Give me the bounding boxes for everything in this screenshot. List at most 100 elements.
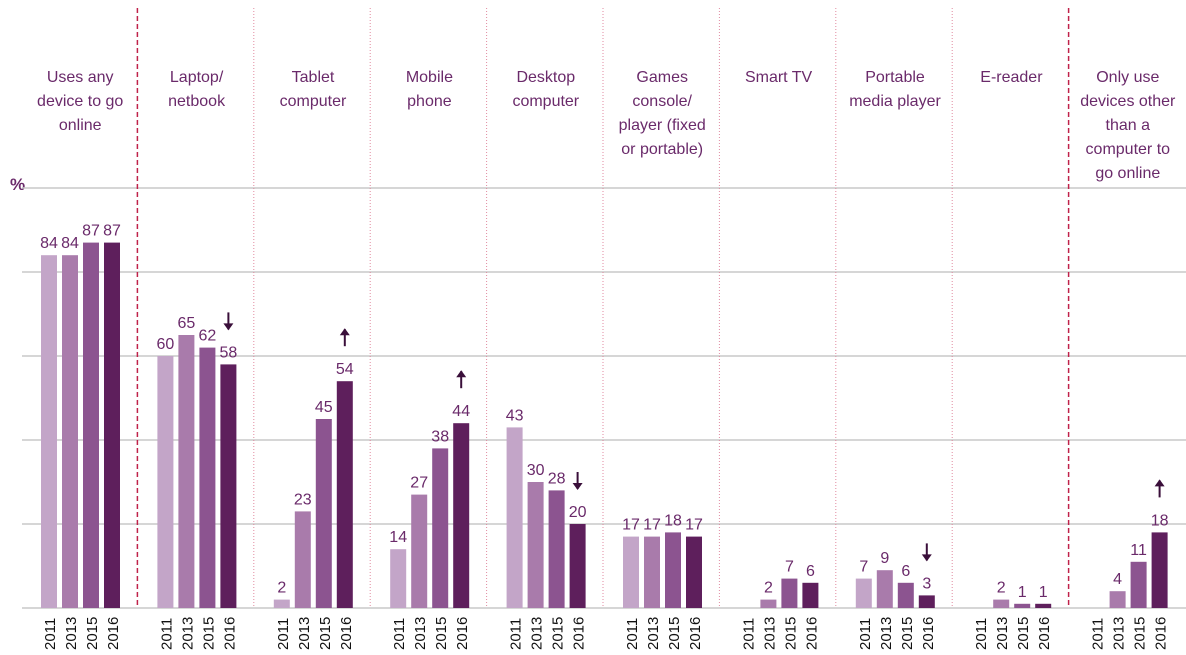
- value-label: 6: [901, 563, 910, 580]
- bar: [178, 335, 195, 608]
- value-label: 7: [859, 559, 868, 576]
- category-label: Smart TV: [745, 69, 813, 86]
- bar: [623, 536, 639, 608]
- bar: [1035, 603, 1052, 608]
- value-label: 38: [431, 428, 449, 445]
- bar: [336, 381, 353, 608]
- value-label: 2: [277, 580, 286, 597]
- x-tick-label: 2016: [454, 617, 471, 650]
- x-tick-label: 2013: [529, 617, 546, 650]
- value-label: 2: [764, 580, 773, 597]
- bar: [569, 524, 586, 608]
- value-label: 7: [785, 559, 794, 576]
- change-arrow-head: [339, 328, 350, 336]
- value-label: 17: [622, 517, 640, 534]
- y-axis-label: %: [10, 175, 25, 194]
- value-label: 2: [997, 580, 1006, 597]
- value-label: 87: [103, 223, 121, 240]
- value-label: 11: [1130, 542, 1147, 559]
- bar: [220, 364, 237, 608]
- value-label: 27: [410, 475, 428, 492]
- bar: [918, 595, 935, 608]
- value-label: 9: [880, 550, 889, 567]
- bar: [897, 582, 914, 608]
- value-label: 43: [506, 407, 524, 424]
- bar: [993, 599, 1010, 608]
- value-label: 18: [664, 512, 682, 529]
- change-arrow-head: [223, 323, 234, 331]
- x-tick-label: 2015: [433, 617, 450, 650]
- bar: [686, 536, 702, 608]
- x-tick-label: 2016: [687, 617, 704, 650]
- value-label: 60: [157, 336, 175, 353]
- x-tick-label: 2013: [296, 617, 313, 650]
- x-tick-label: 2016: [1036, 617, 1053, 650]
- x-tick-label: 2015: [200, 617, 217, 650]
- value-label: 84: [61, 235, 79, 252]
- category-label: Portable media player: [849, 69, 941, 110]
- bar: [453, 423, 470, 608]
- value-label: 14: [389, 529, 407, 546]
- x-tick-label: 2013: [63, 617, 80, 650]
- value-label: 18: [1151, 512, 1169, 529]
- value-label: 62: [199, 328, 217, 345]
- category-label: E-reader: [980, 69, 1043, 86]
- bar: [273, 599, 290, 608]
- x-tick-label: 2016: [338, 617, 355, 650]
- bar: [644, 536, 660, 608]
- x-tick-label: 2015: [550, 617, 567, 650]
- value-label: 58: [220, 344, 238, 361]
- bar: [855, 578, 872, 608]
- bar: [41, 255, 57, 608]
- x-tick-label: 2016: [105, 617, 122, 650]
- x-tick-label: 2011: [391, 618, 408, 650]
- x-tick-label: 2011: [158, 618, 175, 650]
- x-tick-label: 2013: [994, 617, 1011, 650]
- x-tick-label: 2015: [666, 617, 683, 650]
- bar: [411, 494, 428, 608]
- bar: [199, 347, 216, 608]
- x-tick-label: 2015: [899, 617, 916, 650]
- bar: [665, 532, 681, 608]
- value-label: 1: [1039, 584, 1048, 601]
- bar: [802, 582, 819, 608]
- x-tick-label: 2013: [878, 617, 895, 650]
- category-label: Desktop computer: [512, 69, 579, 110]
- bar: [83, 242, 99, 608]
- x-tick-label: 2013: [1111, 617, 1128, 650]
- bar: [506, 427, 523, 608]
- x-tick-label: 2015: [782, 617, 799, 650]
- bar: [527, 482, 544, 608]
- value-label: 44: [452, 403, 470, 420]
- bar: [315, 419, 332, 608]
- value-label: 3: [922, 575, 931, 592]
- bar: [1014, 603, 1031, 608]
- x-tick-label: 2015: [1015, 617, 1032, 650]
- bar: [760, 599, 777, 608]
- x-tick-label: 2011: [973, 618, 990, 650]
- category-label: Only use devices other than a computer to go…: [1080, 69, 1176, 182]
- category-label: Laptop/netbook: [168, 69, 226, 110]
- bar: [781, 578, 798, 608]
- x-tick-label: 2011: [740, 618, 757, 650]
- x-tick-label: 2015: [84, 617, 101, 650]
- x-tick-label: 2013: [645, 617, 662, 650]
- change-arrow-head: [456, 370, 467, 378]
- bar: [157, 356, 174, 608]
- bar: [1109, 591, 1126, 608]
- value-label: 23: [294, 491, 312, 508]
- x-tick-label: 2015: [317, 617, 334, 650]
- x-tick-label: 2011: [275, 618, 292, 650]
- category-label: Tablet computer: [280, 69, 347, 110]
- x-tick-label: 2013: [761, 617, 778, 650]
- x-tick-label: 2011: [508, 618, 525, 650]
- category-label: Games console/player (fixed or portable): [619, 69, 706, 158]
- change-arrow-head: [572, 483, 583, 490]
- bar: [1130, 561, 1147, 608]
- bar: [876, 570, 893, 608]
- x-tick-label: 2011: [857, 618, 874, 650]
- value-label: 6: [806, 563, 815, 580]
- bar: [294, 511, 311, 608]
- x-tick-label: 2016: [1153, 617, 1170, 650]
